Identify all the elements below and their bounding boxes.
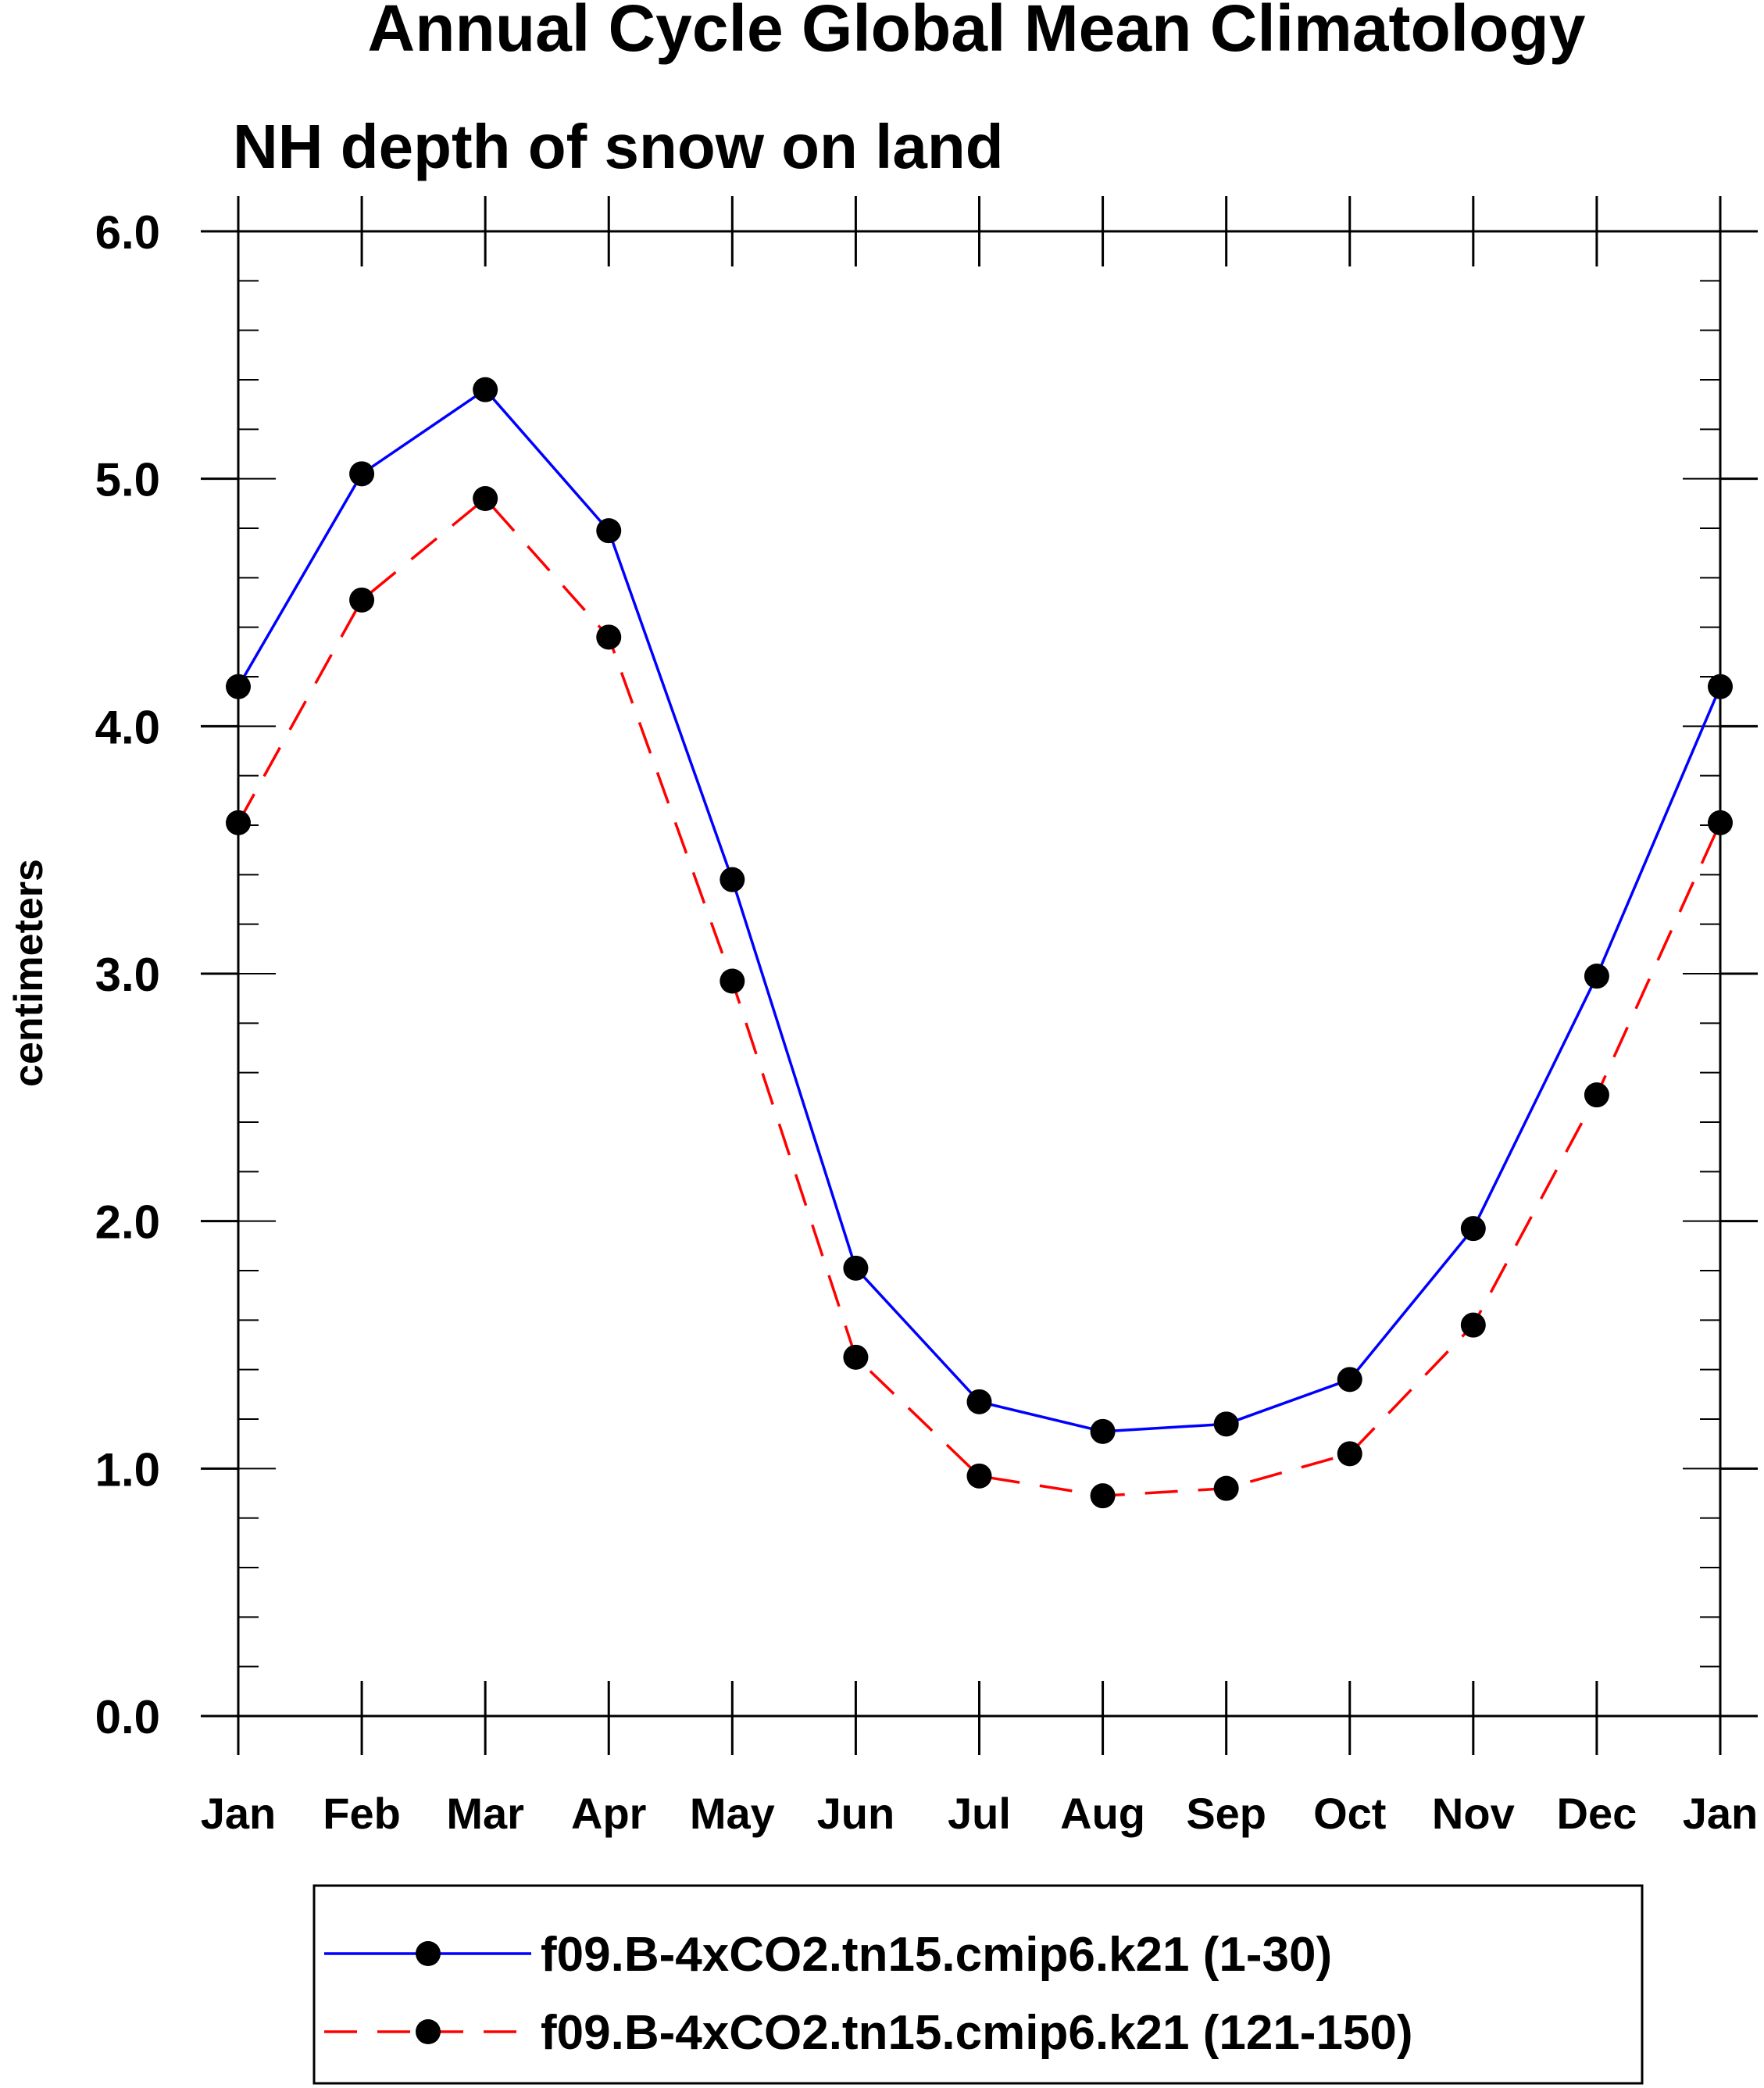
series-1-point [843,1255,869,1281]
series-2-point [596,624,622,650]
y-tick-label: 1.0 [95,1443,160,1496]
x-tick-label: Jan [201,1789,277,1838]
series-1-point [966,1389,992,1414]
x-tick-label: Jan [1683,1789,1759,1838]
legend-items: f09.B-4xCO2.tn15.cmip6.k21 (1-30) f09.B-4… [324,1928,1413,2060]
series-1-point [1090,1418,1116,1444]
x-tick-label: Dec [1557,1789,1637,1838]
series-1-point [1213,1411,1239,1437]
series-1-point [720,867,745,892]
series-2-point [226,810,251,835]
series-2-point [1213,1475,1239,1501]
series-2-point [1460,1312,1486,1338]
x-tick-labels: Jan Feb Mar Apr May Jun Jul Aug Sep Oct Nov Dec Jan [201,1789,1759,1838]
chart-title: Annual Cycle Global Mean Climatology [368,0,1586,65]
y-tick-label: 0.0 [95,1691,160,1743]
x-tick-label: Mar [446,1789,524,1838]
series-2-point [1584,1082,1609,1108]
x-tick-label: Nov [1432,1789,1515,1838]
y-tick-label: 5.0 [95,454,160,506]
series-1-point [1337,1367,1362,1393]
series-line-1 [237,388,1722,1433]
series-1-point [349,461,375,487]
y-tick-label: 2.0 [95,1196,160,1249]
series-line-2 [237,496,1722,1497]
plot-frame [237,230,1722,1718]
x-tick-label: Oct [1313,1789,1386,1838]
series-2-point [720,968,745,994]
series-1-point [473,377,498,402]
legend-label-2: f09.B-4xCO2.tn15.cmip6.k21 (121-150) [541,2006,1413,2060]
chart-subtitle: NH depth of snow on land [233,112,1004,181]
x-tick-label: Jun [817,1789,895,1838]
y-tick-label: 4.0 [95,701,160,753]
series-2-point [1708,810,1733,835]
series-1-point [226,674,251,699]
series-1-point [1708,674,1733,699]
series-lines [237,388,1722,1497]
series-2-point [473,486,498,511]
series-2-point [349,587,375,613]
legend-label-1: f09.B-4xCO2.tn15.cmip6.k21 (1-30) [541,1928,1332,1982]
series-1-point [1584,964,1609,989]
y-tick-labels: 0.0 1.0 2.0 3.0 4.0 5.0 6.0 [95,206,160,1743]
series-2-point [966,1463,992,1489]
series-markers [226,377,1733,1509]
legend-marker-1 [416,1941,441,1966]
x-tick-label: Sep [1186,1789,1266,1838]
x-tick-label: Apr [571,1789,646,1838]
legend-marker-2 [416,2019,441,2044]
x-tick-label: May [690,1789,775,1838]
series-1-point [1460,1216,1486,1242]
x-tick-label: Aug [1060,1789,1145,1838]
series-2-point [1337,1441,1362,1467]
legend-box [312,1884,1644,2085]
axes-ticks [201,196,1758,1755]
series-2-point [1090,1483,1116,1509]
legend: f09.B-4xCO2.tn15.cmip6.k21 (1-30) f09.B-4… [312,1884,1644,2085]
series-1-point [596,518,622,544]
y-tick-label: 6.0 [95,206,160,259]
series-2-point [843,1344,869,1370]
y-tick-label: 3.0 [95,949,160,1001]
x-tick-label: Jul [948,1789,1011,1838]
y-axis-label: centimeters [6,859,52,1087]
x-tick-label: Feb [323,1789,401,1838]
